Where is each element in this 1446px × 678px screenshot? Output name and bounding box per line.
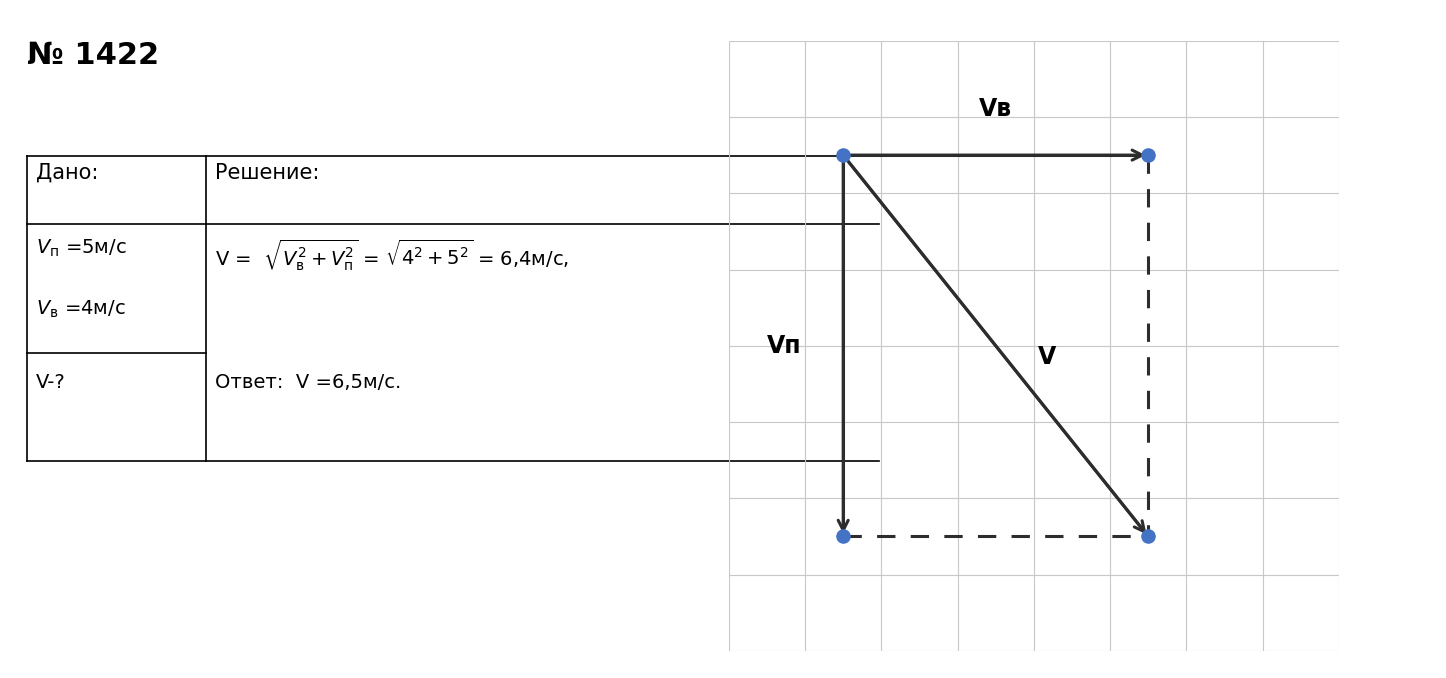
Text: Ответ:  V =6,5м/с.: Ответ: V =6,5м/с.: [215, 373, 402, 392]
Text: $V_{\rm п}$ =5м/с: $V_{\rm п}$ =5м/с: [36, 237, 126, 258]
Point: [1137, 150, 1160, 161]
Text: V =  $\sqrt{V_{\rm в}^2 + V_{\rm п}^2}$ = $\sqrt{4^2 + 5^2}$ = 6,4м/с,: V = $\sqrt{V_{\rm в}^2 + V_{\rm п}^2}$ =…: [215, 237, 570, 273]
Text: V-?: V-?: [36, 373, 65, 392]
Text: Vв: Vв: [979, 97, 1012, 121]
Text: $V_{\rm в}$ =4м/с: $V_{\rm в}$ =4м/с: [36, 298, 126, 319]
Point: [831, 150, 855, 161]
Text: № 1422: № 1422: [27, 41, 159, 70]
Text: Vп: Vп: [766, 334, 801, 358]
Text: V: V: [1038, 345, 1056, 370]
Point: [831, 531, 855, 542]
Point: [1137, 531, 1160, 542]
Text: Дано:: Дано:: [36, 163, 98, 182]
Text: Решение:: Решение:: [215, 163, 320, 182]
